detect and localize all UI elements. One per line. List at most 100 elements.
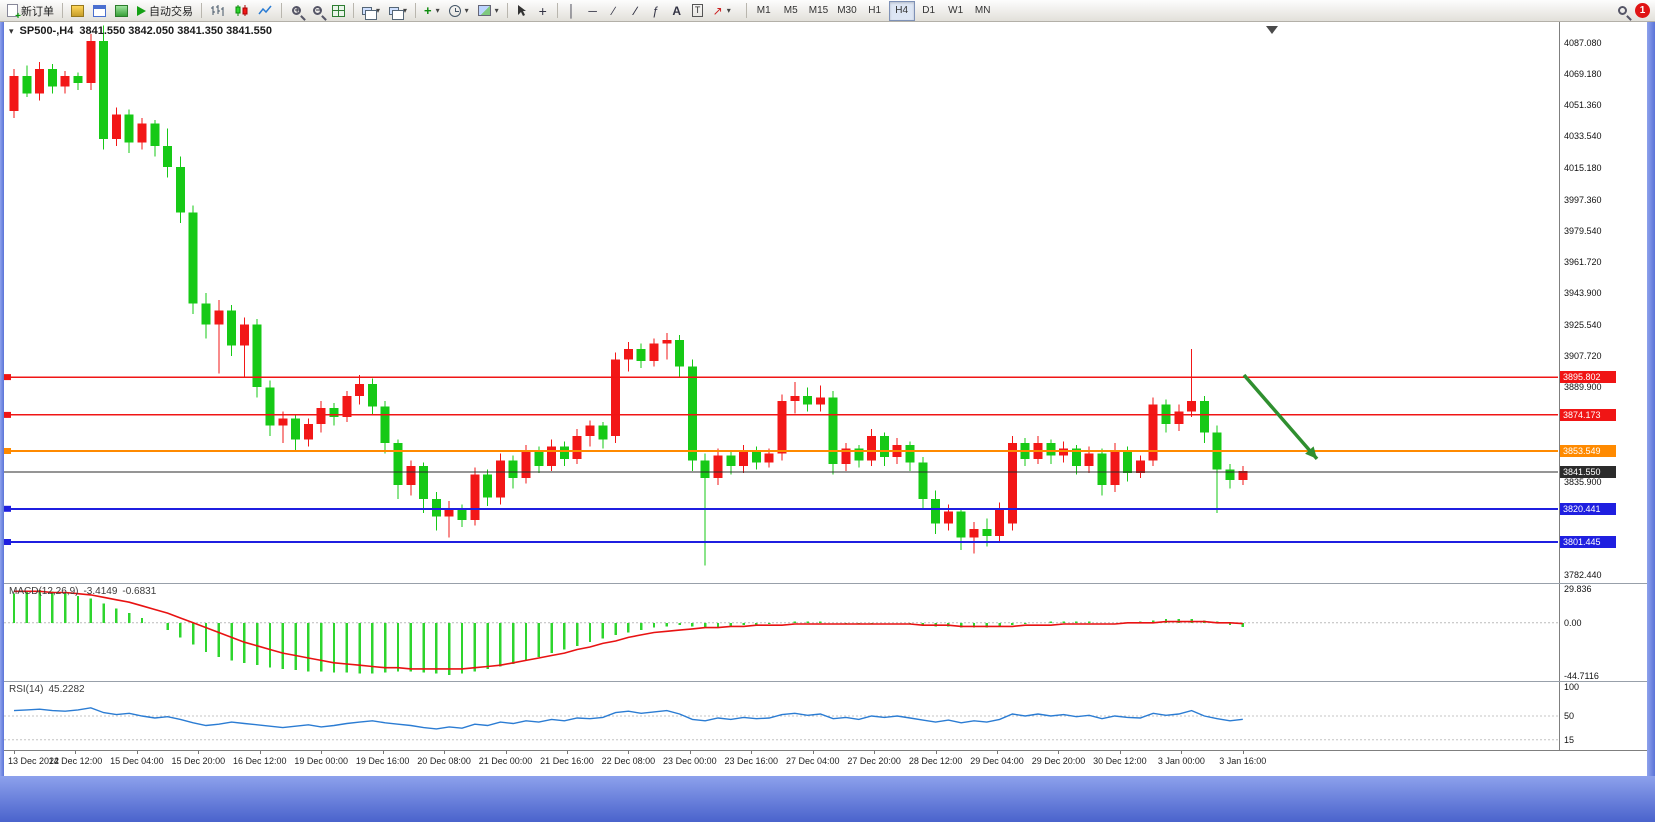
candle-bullish	[444, 507, 454, 517]
rsi-axis[interactable]: 100 50 15	[1559, 682, 1647, 750]
rsi-chart[interactable]	[4, 682, 1558, 750]
time-axis-label: 20 Dec 08:00	[417, 756, 471, 766]
macd-axis-label: 0.00	[1564, 617, 1582, 628]
text-button[interactable]: A	[667, 1, 687, 21]
profiles-button[interactable]: ▾	[385, 1, 411, 21]
notification-badge[interactable]: 1	[1635, 3, 1650, 18]
fibonacci-button[interactable]: ƒ	[646, 1, 666, 21]
navigator-button[interactable]	[89, 1, 110, 21]
new-chart-icon	[362, 6, 377, 20]
text-label-button[interactable]: T	[688, 1, 708, 21]
candle-bullish	[239, 324, 249, 346]
time-axis-tick	[198, 751, 200, 754]
timeframe-button-m30[interactable]: M30	[833, 1, 860, 21]
candle-bearish	[1123, 450, 1133, 473]
timeframe-button-h1[interactable]: H1	[862, 1, 888, 21]
indicators-plus-icon: +	[424, 3, 432, 18]
candle-bearish	[22, 76, 32, 94]
candle-bearish	[854, 448, 864, 461]
zoom-in-button[interactable]: +	[286, 1, 306, 21]
timeframe-button-d1[interactable]: D1	[916, 1, 942, 21]
candlestick-chart-button[interactable]	[230, 1, 253, 21]
time-axis[interactable]: 13 Dec 2022 14 Dec 12:00 15 Dec 04:00 15 De…	[4, 750, 1647, 776]
new-chart-button[interactable]: ▾	[358, 1, 384, 21]
panel-separator[interactable]	[4, 681, 1647, 682]
market-watch-button[interactable]	[67, 1, 88, 21]
macd-axis[interactable]: 29.836 0.00 -44.7116	[1559, 584, 1647, 681]
bar-chart-button[interactable]	[206, 1, 229, 21]
time-axis-tick	[321, 751, 323, 754]
chart-shift-marker[interactable]	[1266, 26, 1278, 34]
template-image-icon	[477, 5, 491, 16]
resistance-line-2-handle[interactable]	[4, 411, 11, 418]
arrows-button[interactable]: ↗ ▾	[709, 1, 735, 21]
resistance-line-1-label: 3895.802	[1560, 371, 1616, 384]
trend-arrow[interactable]	[1242, 373, 1319, 461]
crosshair-button[interactable]: +	[533, 1, 553, 21]
panel-separator[interactable]	[4, 583, 1647, 584]
candle-bearish	[124, 114, 134, 143]
candle-bullish	[943, 511, 953, 524]
candle-bearish	[329, 408, 339, 417]
rsi-axis-label: 15	[1564, 734, 1575, 745]
candle-bearish	[1071, 448, 1081, 466]
candle-bearish	[201, 303, 211, 325]
new-order-button[interactable]: 新订单	[3, 1, 58, 22]
time-axis-label: 19 Dec 00:00	[294, 756, 348, 766]
rsi-value: 45.2282	[48, 684, 85, 695]
zoom-out-button[interactable]: −	[307, 1, 327, 21]
candle-bearish	[803, 396, 813, 405]
new-order-icon	[7, 4, 21, 22]
indicators-button[interactable]: + ▾	[420, 1, 444, 21]
horizontal-line-icon: ─	[588, 3, 597, 18]
resistance-line-1-handle[interactable]	[4, 374, 11, 381]
tile-windows-button[interactable]	[328, 1, 349, 21]
candle-bullish	[572, 436, 582, 459]
trend-arrow-head[interactable]	[1305, 446, 1317, 459]
pivot-line-handle[interactable]	[4, 448, 11, 454]
auto-trading-button[interactable]: 自动交易	[133, 1, 197, 21]
price-axis-tick: 4033.540	[1564, 131, 1602, 142]
timeframe-button-w1[interactable]: W1	[943, 1, 969, 21]
price-chart[interactable]	[4, 22, 1558, 583]
bar-chart-icon	[211, 5, 224, 16]
timeframe-button-m15[interactable]: M15	[805, 1, 832, 21]
channel-button[interactable]: ∕∕	[625, 1, 645, 21]
resistance-line-2-label: 3874.173	[1560, 408, 1616, 421]
candle-bearish	[175, 167, 185, 213]
price-axis-tick: 3997.360	[1564, 194, 1602, 205]
trendline-button[interactable]: ∕	[604, 1, 624, 21]
chevron-down-icon: ▾	[726, 6, 731, 15]
search-button[interactable]	[1612, 1, 1632, 21]
support-line-1-handle[interactable]	[4, 505, 11, 512]
window-frame-bottom	[0, 776, 1655, 822]
horizontal-line-button[interactable]: ─	[583, 1, 603, 21]
candle-bearish	[1199, 401, 1209, 433]
macd-chart[interactable]	[4, 584, 1558, 681]
chevron-down-icon: ▾	[376, 6, 381, 15]
rsi-axis-label: 50	[1564, 711, 1575, 721]
time-axis-label: 29 Dec 20:00	[1031, 756, 1086, 766]
periods-button[interactable]: ▾	[445, 1, 473, 21]
templates-button[interactable]: ▾	[474, 1, 503, 21]
cursor-button[interactable]	[512, 1, 532, 21]
macd-signal-line	[14, 590, 1243, 670]
price-axis-tick: 4015.180	[1564, 163, 1602, 174]
support-line-2-handle[interactable]	[4, 539, 11, 545]
timeframe-button-h4[interactable]: H4	[888, 0, 915, 21]
one-click-trading-toggle[interactable]: ▾	[9, 25, 14, 36]
search-icon	[1617, 6, 1627, 15]
terminal-button[interactable]	[111, 1, 132, 21]
candle-bullish	[86, 41, 96, 84]
vertical-line-button[interactable]: │	[562, 1, 582, 21]
support-line-2-label: 3801.445	[1560, 536, 1616, 549]
macd-value-main: -3.4149	[83, 586, 118, 597]
timeframe-button-m1[interactable]: M1	[751, 1, 777, 21]
time-axis-label: 21 Dec 16:00	[540, 756, 594, 766]
chart-symbol-period: SP500-,H4	[19, 25, 74, 37]
line-chart-button[interactable]	[254, 1, 277, 21]
timeframe-button-m5[interactable]: M5	[778, 1, 804, 21]
timeframe-button-mn[interactable]: MN	[970, 1, 996, 21]
price-axis[interactable]: 4087.080 4069.180 4051.360 4033.540 4015.180…	[1559, 22, 1647, 583]
candle-bullish	[1110, 450, 1120, 486]
